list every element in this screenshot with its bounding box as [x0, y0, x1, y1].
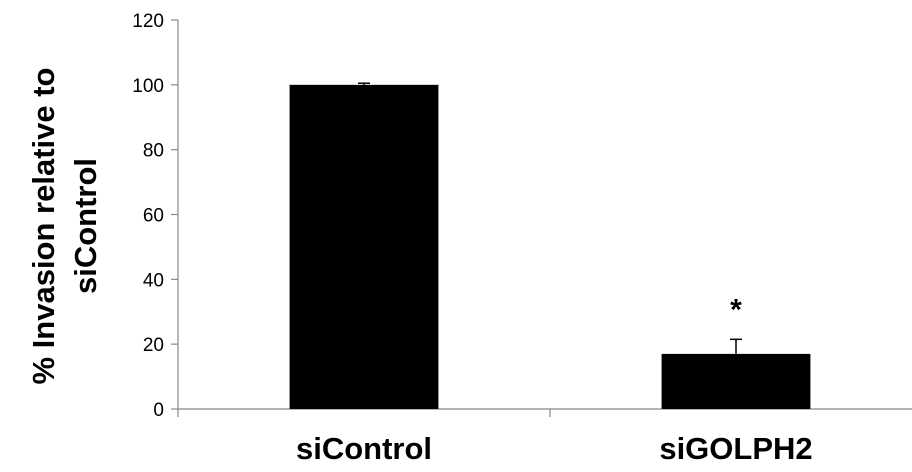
y-tick-label: 60 — [143, 206, 164, 227]
y-tick-label: 20 — [143, 335, 164, 356]
y-tick-label: 0 — [153, 400, 164, 421]
y-tick-label: 120 — [132, 11, 164, 32]
x-category-label: siControl — [296, 431, 432, 466]
y-axis-title-line-1: % Invasion relative to — [26, 68, 61, 385]
bar-siControl — [289, 84, 439, 409]
y-tick-label: 40 — [143, 270, 164, 291]
y-tick-label: 80 — [143, 141, 164, 162]
y-axis-title-line-2: siControl — [68, 158, 103, 294]
significance-marker: * — [730, 293, 742, 326]
x-category-label: siGOLPH2 — [659, 431, 812, 466]
y-axis-title: % Invasion relative to siControl — [26, 68, 103, 385]
bar-siGOLPH2 — [661, 353, 811, 409]
y-tick-label: 100 — [132, 76, 164, 97]
